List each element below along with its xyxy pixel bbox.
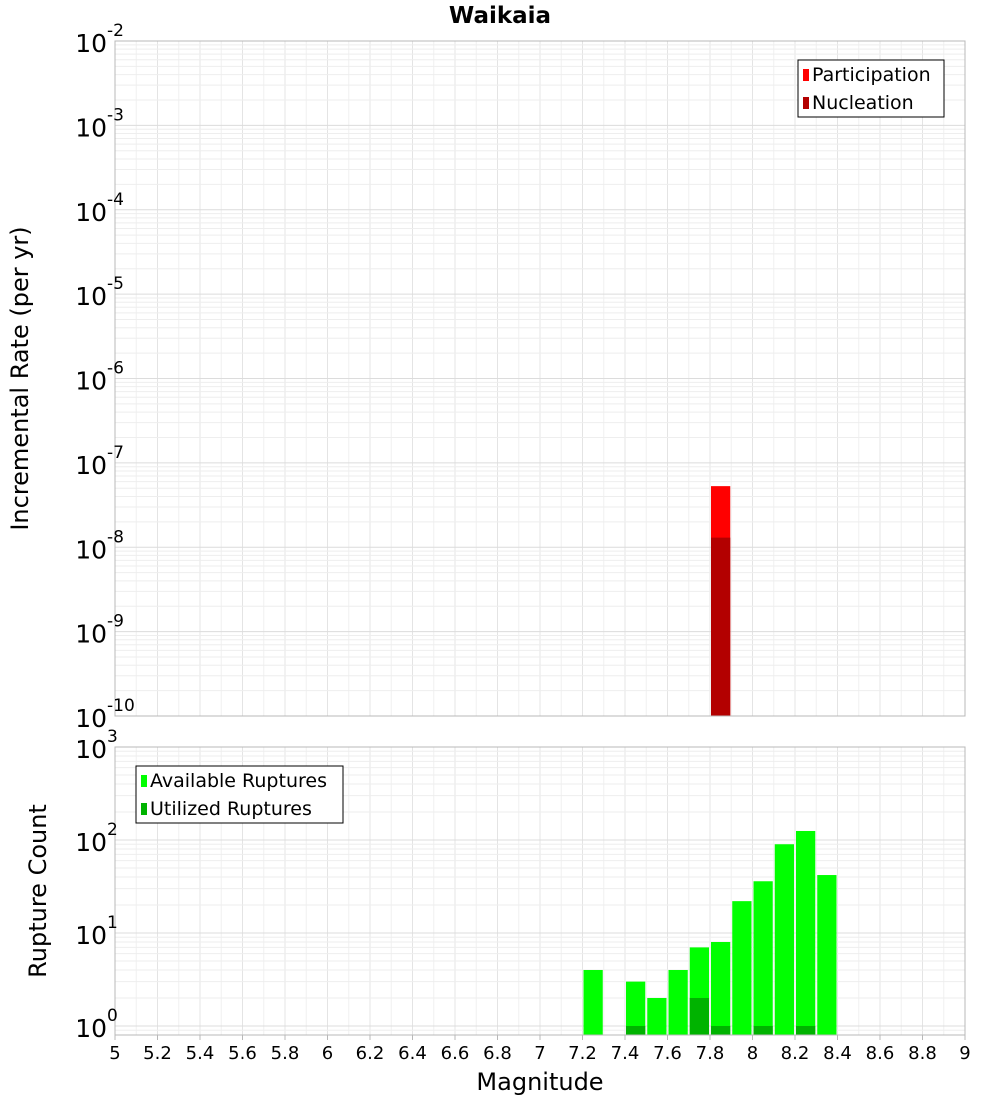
y-tick-base: 10 [75,113,107,142]
legend-swatch [803,69,809,81]
y-tick-base: 10 [75,367,107,396]
bar-utilized-ruptures [689,997,709,1035]
bar-utilized-ruptures [796,1025,816,1035]
x-tick-label: 5.2 [143,1043,172,1064]
x-tick-label: 7.6 [653,1043,682,1064]
y-tick-exponent: 3 [107,727,118,747]
legend-swatch [141,803,147,815]
y-tick-base: 10 [75,282,107,311]
y-tick-exponent: -5 [107,274,124,294]
legend-box [797,59,945,118]
bar-available-ruptures [583,969,603,1035]
y-tick-base: 10 [75,535,107,564]
y-tick-exponent: -10 [107,696,135,716]
x-tick-label: 8.8 [908,1043,937,1064]
x-tick-label: 8 [747,1043,758,1064]
legend-box [135,765,344,824]
y-tick-exponent: -2 [107,21,124,41]
bar-available-ruptures [774,844,794,1035]
bar-utilized-ruptures [711,1025,731,1035]
x-tick-label: 7 [534,1043,545,1064]
bar-utilized-ruptures [626,1025,646,1035]
y-tick-exponent: -7 [107,443,124,463]
y-tick-base: 10 [75,198,107,227]
x-tick-label: 5 [109,1043,120,1064]
x-tick-label: 6.8 [483,1043,512,1064]
x-axis-label: Magnitude [476,1068,603,1096]
y-tick-base: 10 [75,620,107,649]
legend-swatch [803,97,809,109]
x-tick-label: 8.2 [781,1043,810,1064]
y-tick-exponent: -6 [107,359,124,379]
x-tick-label: 7.2 [568,1043,597,1064]
y-axis-label: Rupture Count [24,804,52,978]
bar-utilized-ruptures [753,1025,773,1035]
x-tick-label: 8.6 [866,1043,895,1064]
y-tick-exponent: 1 [107,913,118,933]
y-tick-exponent: 0 [107,1006,118,1026]
x-tick-label: 6.2 [356,1043,385,1064]
bar-available-ruptures [668,969,688,1035]
bar-available-ruptures [732,901,752,1035]
legend-label: Nucleation [812,92,914,114]
y-tick-exponent: 2 [107,820,118,840]
y-tick-base: 10 [75,1014,107,1043]
x-tick-label: 6.4 [398,1043,427,1064]
y-tick-base: 10 [75,29,107,58]
x-tick-label: 5.8 [271,1043,300,1064]
y-tick-exponent: -3 [107,105,124,125]
plot-border-0 [114,40,966,717]
x-tick-label: 7.4 [611,1043,640,1064]
x-tick-label: 9 [959,1043,970,1064]
bar-available-ruptures [817,875,837,1035]
y-axis-label: Incremental Rate (per yr) [6,226,34,530]
y-tick-base: 10 [75,828,107,857]
y-tick-base: 10 [75,704,107,733]
x-tick-label: 5.4 [186,1043,215,1064]
bar-available-ruptures [753,881,773,1035]
y-tick-exponent: -9 [107,612,124,632]
x-tick-label: 7.8 [696,1043,725,1064]
legend-swatch [141,775,147,787]
x-tick-label: 8.4 [823,1043,852,1064]
chart-title: Waikaia [449,3,551,29]
legend-label: Available Ruptures [150,770,327,792]
y-tick-base: 10 [75,451,107,480]
x-tick-label: 5.6 [228,1043,257,1064]
y-tick-base: 10 [75,735,107,764]
y-tick-exponent: -8 [107,527,124,547]
x-tick-label: 6.6 [441,1043,470,1064]
bar-available-ruptures [711,942,731,1035]
y-tick-exponent: -4 [107,190,124,210]
bar-available-ruptures [796,830,816,1035]
bar-nucleation [711,537,731,716]
legend-label: Utilized Ruptures [150,798,312,820]
x-tick-label: 6 [322,1043,333,1064]
bar-available-ruptures [647,997,667,1035]
bar-available-ruptures [626,981,646,1035]
legend-label: Participation [812,64,931,86]
y-tick-base: 10 [75,921,107,950]
